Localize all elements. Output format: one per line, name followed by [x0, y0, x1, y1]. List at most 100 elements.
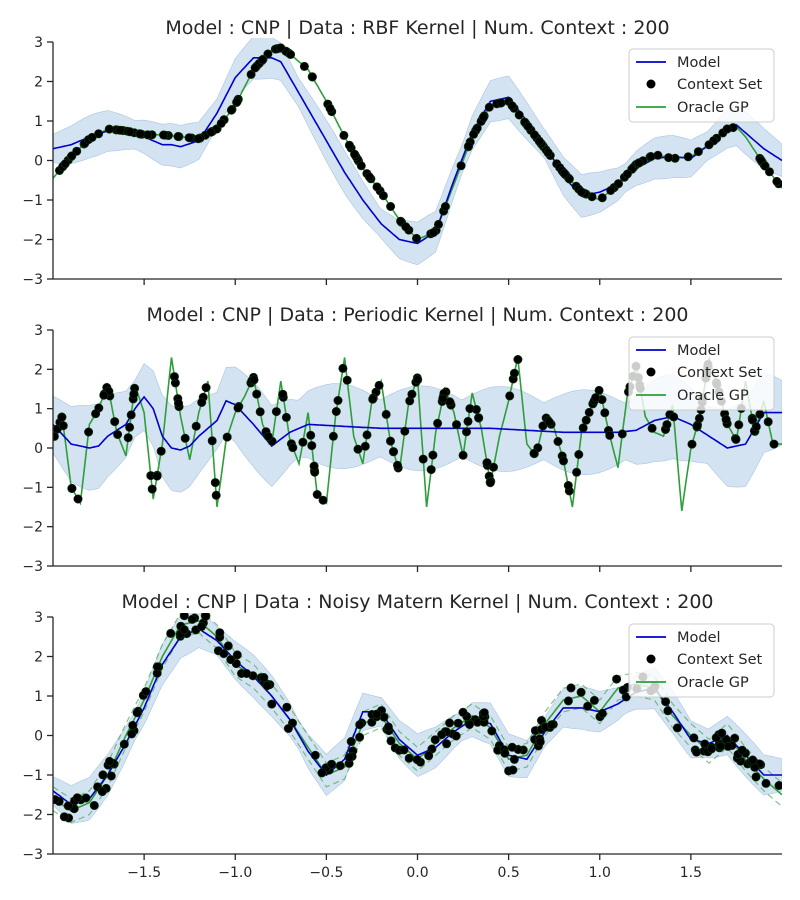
context-point: [206, 127, 216, 137]
context-point: [404, 753, 414, 763]
context-point: [250, 63, 260, 73]
context-point: [413, 375, 423, 385]
context-point: [99, 390, 109, 400]
context-point: [57, 412, 67, 422]
context-point: [523, 122, 533, 132]
context-point: [392, 460, 402, 470]
context-point: [58, 421, 68, 431]
context-point: [339, 130, 349, 140]
context-point: [583, 701, 593, 711]
x-tick-label: 0.0: [406, 865, 428, 881]
context-point: [485, 478, 495, 488]
context-point: [216, 118, 226, 128]
context-point: [197, 397, 207, 407]
context-point: [368, 394, 378, 404]
context-point: [396, 216, 406, 226]
legend-oracle-label: Oracle GP: [677, 100, 749, 116]
context-point: [428, 228, 438, 238]
context-point: [383, 722, 393, 732]
context-point: [663, 706, 673, 716]
context-point: [89, 800, 99, 810]
context-point: [731, 434, 741, 444]
context-point: [299, 61, 309, 71]
context-point: [474, 413, 484, 423]
x-tick-label: −1.5: [127, 865, 161, 881]
context-point: [346, 736, 356, 746]
context-point: [232, 97, 242, 107]
context-point: [166, 628, 176, 638]
context-point: [535, 737, 545, 747]
context-point: [381, 409, 391, 419]
context-point: [581, 415, 591, 425]
context-point: [317, 768, 327, 778]
context-point: [312, 489, 322, 499]
context-point: [169, 372, 179, 382]
context-point: [159, 130, 169, 140]
x-tick-label: 1.0: [589, 865, 611, 881]
context-point: [661, 697, 671, 707]
plot-area: [53, 354, 782, 512]
context-point: [613, 179, 623, 189]
context-point: [344, 140, 354, 150]
context-point: [496, 98, 506, 108]
context-point: [751, 772, 761, 782]
plot-area: [53, 38, 782, 266]
context-point: [534, 136, 544, 146]
context-point: [180, 433, 190, 443]
y-tick-label: −1: [22, 480, 43, 496]
y-tick-label: 2: [34, 75, 43, 91]
y-tick-label: −2: [22, 233, 43, 249]
legend-oracle-label: Oracle GP: [677, 388, 749, 404]
context-point: [594, 385, 604, 395]
legend-box: [628, 48, 775, 123]
context-point: [281, 412, 291, 422]
context-point: [509, 754, 519, 764]
context-point: [469, 129, 479, 139]
context-point: [257, 55, 267, 65]
context-point: [606, 186, 616, 196]
context-point: [335, 761, 345, 771]
model-line: [53, 395, 782, 451]
context-point: [514, 110, 524, 120]
context-point: [328, 431, 338, 441]
y-tick-label: 3: [34, 323, 43, 339]
context-point: [197, 621, 207, 631]
context-point: [612, 674, 622, 684]
context-point: [282, 702, 292, 712]
context-point: [704, 140, 714, 150]
context-point: [761, 778, 771, 788]
context-point: [310, 750, 320, 760]
y-tick-label: 2: [34, 650, 43, 666]
context-point: [276, 43, 286, 53]
context-point: [546, 720, 556, 730]
context-point: [132, 708, 142, 718]
context-point: [156, 446, 166, 456]
context-point: [97, 787, 107, 797]
context-point: [689, 733, 699, 743]
context-point: [372, 182, 382, 192]
context-point: [152, 471, 162, 481]
context-point: [286, 49, 296, 59]
context-point: [278, 389, 288, 399]
context-point: [622, 169, 632, 179]
context-point: [505, 391, 515, 401]
context-point: [259, 672, 269, 682]
context-point: [507, 742, 517, 752]
context-point: [105, 756, 115, 766]
legend-context-label: Context Set: [677, 652, 763, 668]
context-point: [233, 403, 243, 413]
y-tick-label: 1: [34, 689, 43, 705]
context-point: [104, 124, 114, 134]
context-point: [479, 708, 489, 718]
y-tick-label: −3: [22, 847, 43, 863]
y-tick-label: 1: [34, 402, 43, 418]
context-point: [482, 458, 492, 468]
context-point: [255, 407, 265, 417]
context-point: [513, 354, 523, 364]
context-point: [174, 398, 184, 408]
context-point: [543, 148, 553, 158]
y-tick-label: 0: [34, 729, 43, 745]
legend-model-label: Model: [677, 343, 721, 359]
context-point: [693, 147, 703, 157]
y-tick-label: 3: [34, 35, 43, 51]
